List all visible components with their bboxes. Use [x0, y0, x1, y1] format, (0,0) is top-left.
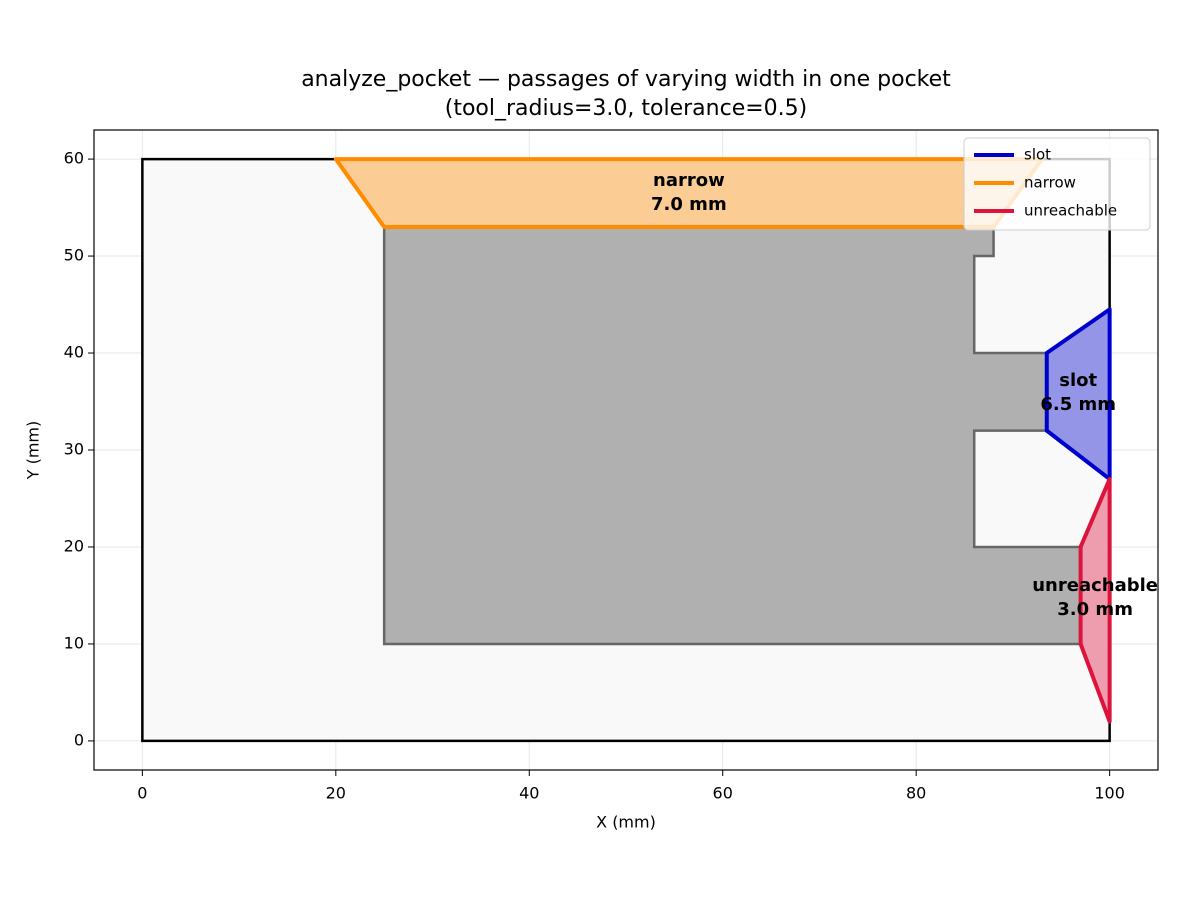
passage-label: unreachable [1032, 575, 1158, 596]
y-axis-label: Y (mm) [24, 421, 43, 481]
passage-label: 6.5 mm [1040, 394, 1116, 415]
y-tick-label: 50 [64, 246, 84, 265]
y-tick-label: 0 [74, 730, 84, 749]
passage-label: 3.0 mm [1057, 599, 1133, 620]
chart-title: analyze_pocket — passages of varying wid… [301, 67, 951, 92]
x-tick-label: 0 [137, 784, 147, 803]
legend-label: slot [1024, 146, 1051, 164]
x-tick-label: 60 [713, 784, 733, 803]
passage-label: narrow [653, 170, 725, 191]
y-tick-label: 30 [64, 440, 84, 459]
x-axis-label: X (mm) [596, 813, 656, 832]
x-tick-label: 80 [906, 784, 926, 803]
passage-label: slot [1059, 370, 1097, 391]
y-tick-label: 10 [64, 633, 84, 652]
y-tick-label: 20 [64, 536, 84, 555]
chart-subtitle: (tool_radius=3.0, tolerance=0.5) [445, 96, 808, 121]
legend-label: narrow [1024, 174, 1076, 192]
passage [1044, 307, 1112, 482]
y-tick-label: 40 [64, 343, 84, 362]
legend-box [963, 137, 1151, 231]
x-tick-label: 20 [326, 784, 346, 803]
y-tick-label: 60 [64, 149, 84, 168]
passage [1078, 477, 1112, 724]
x-tick-label: 100 [1094, 784, 1125, 803]
legend-label: unreachable [1024, 202, 1117, 220]
passage-label: 7.0 mm [651, 194, 727, 215]
plot-frame [93, 129, 1159, 771]
x-tick-label: 40 [519, 784, 539, 803]
